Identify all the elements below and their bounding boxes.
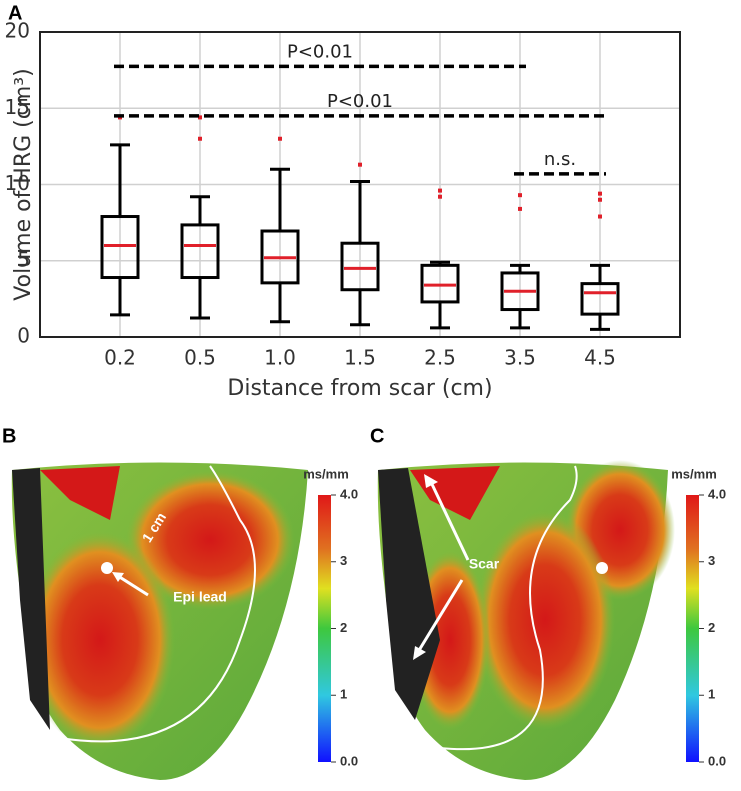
- box: [260, 229, 300, 285]
- x-axis-label: Distance from scar (cm): [227, 376, 492, 401]
- y-tick-label: 0: [17, 324, 30, 348]
- y-axis-label: Volume of HRG (cm³): [11, 68, 36, 300]
- outlier: [358, 162, 362, 167]
- box: [500, 271, 540, 312]
- x-tick-label: 2.5: [424, 346, 456, 370]
- box: [340, 241, 380, 292]
- outlier: [438, 194, 442, 199]
- x-tick-label: 0.5: [184, 346, 216, 370]
- box: [580, 282, 620, 316]
- box: [100, 215, 140, 280]
- outlier: [598, 197, 602, 202]
- x-tick-label: 3.5: [504, 346, 536, 370]
- colorbar-tick-label: 0.0: [340, 753, 358, 768]
- colorbar-tick-label: 2: [340, 620, 347, 635]
- colorbar-tick-label: 1: [340, 687, 347, 702]
- panel-label: B: [2, 425, 16, 447]
- significance-label: P<0.01: [287, 41, 353, 62]
- outlier: [598, 191, 602, 196]
- colorbar-unit: ms/mm: [303, 466, 349, 481]
- outlier: [598, 214, 602, 219]
- panel-label: A: [8, 2, 22, 24]
- outlier: [518, 206, 522, 211]
- colorbar: [318, 495, 331, 762]
- colorbar-tick-label: 0.0: [708, 753, 726, 768]
- x-tick-label: 0.2: [104, 346, 136, 370]
- colorbar-tick-label: 2: [708, 620, 715, 635]
- outlier: [278, 136, 282, 141]
- colorbar-tick-label: 3: [340, 553, 347, 568]
- colorbar-tick-label: 1: [708, 687, 715, 702]
- y-tick-label: 10: [5, 171, 30, 195]
- colorbar: [686, 495, 699, 762]
- significance-label: P<0.01: [327, 91, 393, 112]
- panel-label: C: [370, 425, 384, 447]
- colorbar-tick-label: 3: [708, 553, 715, 568]
- outlier: [438, 188, 442, 193]
- heart-map: [377, 460, 675, 780]
- y-tick-label: 5: [17, 247, 30, 271]
- colorbar-tick-label: 4.0: [708, 486, 726, 501]
- x-tick-label: 1.0: [264, 346, 296, 370]
- colorbar-tick-label: 4.0: [340, 486, 358, 501]
- outlier: [198, 136, 202, 141]
- y-tick-label: 20: [5, 19, 30, 43]
- heart-map: [11, 462, 309, 780]
- significance-label: n.s.: [544, 149, 576, 170]
- outlier: [518, 193, 522, 198]
- y-tick-label: 15: [5, 95, 30, 119]
- box: [420, 263, 460, 304]
- x-tick-label: 1.5: [344, 346, 376, 370]
- map-label: Epi lead: [173, 589, 227, 605]
- x-tick-label: 4.5: [584, 346, 616, 370]
- plot-frame: [39, 31, 681, 338]
- map-label: Scar: [469, 556, 500, 572]
- outlier: [198, 115, 202, 120]
- colorbar-unit: ms/mm: [671, 466, 717, 481]
- box: [180, 223, 220, 280]
